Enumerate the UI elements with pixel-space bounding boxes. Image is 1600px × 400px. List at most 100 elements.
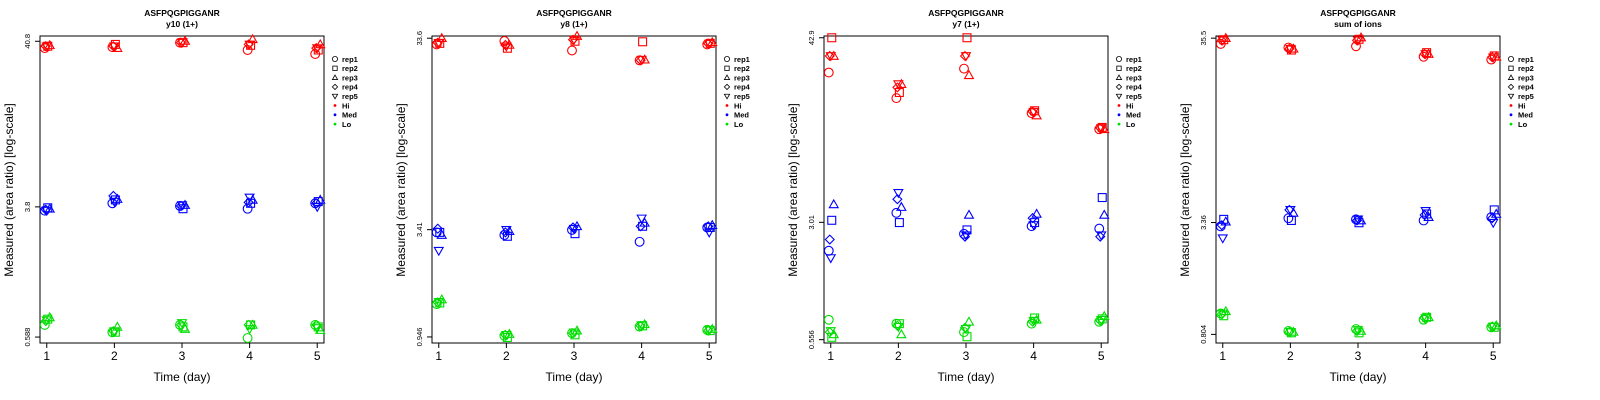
legend-dot-lo — [1509, 122, 1513, 126]
legend-label: rep4 — [734, 83, 751, 92]
data-point-lo-rep2 — [962, 332, 972, 342]
x-tick-label: 2 — [111, 349, 118, 363]
data-point-lo-rep3 — [1490, 320, 1502, 330]
legend-dot-med — [725, 113, 729, 117]
legend-symbol-rep2 — [724, 65, 730, 71]
plot-frame — [823, 35, 1109, 344]
legend-symbol-rep1 — [723, 56, 730, 63]
data-point-hi-rep4 — [635, 55, 646, 66]
legend-label: Lo — [1518, 120, 1528, 129]
data-point-hi-rep5 — [1028, 107, 1039, 118]
data-point-med-rep4 — [1487, 213, 1498, 224]
chart-subtitle: y10 (1+) — [166, 19, 198, 29]
legend-symbol-rep2 — [332, 65, 338, 71]
data-point-med-rep4 — [703, 221, 714, 232]
legend-symbol-rep5 — [1115, 93, 1123, 100]
legend-label: Med — [734, 111, 749, 120]
legend-symbol-rep5 — [331, 93, 339, 100]
data-point-hi-rep5 — [1420, 50, 1431, 60]
legend-symbol-rep1 — [331, 56, 338, 63]
legend-dot-hi — [1117, 104, 1121, 107]
legend-dot-med — [1117, 113, 1121, 117]
legend-label: rep1 — [1518, 55, 1534, 64]
data-point-lo-rep5 — [825, 327, 837, 337]
data-point-med-rep1 — [1283, 213, 1294, 224]
data-point-med-rep4 — [175, 200, 187, 212]
legend-label: rep3 — [734, 73, 750, 82]
legend-symbol-rep3 — [331, 74, 339, 80]
data-point-lo-rep3 — [504, 328, 515, 338]
data-point-lo-rep5 — [1095, 315, 1107, 326]
x-tick-label: 3 — [571, 349, 578, 363]
legend-label: rep5 — [1126, 92, 1142, 101]
y-tick-label: 0.588 — [23, 328, 32, 347]
data-points — [823, 33, 1110, 342]
data-point-lo-rep5 — [1352, 326, 1364, 336]
legend-label: rep2 — [1126, 64, 1142, 73]
data-point-med-rep2 — [894, 218, 904, 228]
y-tick-label: 3.41 — [415, 222, 424, 237]
data-point-med-rep4 — [1216, 219, 1227, 231]
x-tick-label: 5 — [1490, 349, 1497, 363]
data-point-lo-rep5 — [1028, 316, 1039, 327]
x-tick-label: 4 — [246, 349, 253, 363]
data-point-hi-rep3 — [1098, 123, 1110, 134]
data-point-med-rep4 — [108, 190, 119, 202]
legend-label: Med — [342, 111, 357, 120]
x-tick-label: 1 — [1219, 349, 1226, 363]
data-point-lo-rep4 — [567, 327, 579, 339]
data-point-lo-rep5 — [1420, 314, 1431, 324]
data-point-lo-rep5 — [176, 319, 188, 329]
y-axis-label: Measured (area ratio) [log-scale] — [2, 103, 16, 276]
legend-label: Med — [1126, 111, 1141, 120]
data-point-med-rep4 — [635, 221, 646, 232]
data-point-med-rep2 — [1097, 193, 1107, 203]
data-point-hi-rep5 — [41, 42, 53, 52]
data-point-lo-rep3 — [896, 328, 907, 339]
legend-label: rep4 — [1126, 83, 1143, 92]
legend-label: rep4 — [342, 83, 359, 92]
data-points — [1215, 32, 1502, 338]
x-tick-label: 1 — [435, 349, 442, 363]
data-point-lo-rep4 — [1216, 309, 1227, 320]
data-point-lo-rep4 — [40, 315, 51, 327]
legend-symbol-rep2 — [1508, 65, 1514, 71]
data-point-med-rep3 — [896, 201, 907, 211]
data-point-med-rep4 — [892, 194, 903, 205]
data-point-med-rep2 — [435, 227, 445, 237]
legend-label: Hi — [734, 101, 742, 110]
data-point-lo-rep5 — [109, 327, 120, 337]
data-point-hi-rep3 — [828, 50, 840, 60]
data-point-med-rep3 — [1355, 214, 1367, 225]
data-point-hi-rep5 — [1352, 36, 1364, 46]
data-point-hi-rep2 — [638, 37, 648, 47]
y-axis-label: Measured (area ratio) [log-scale] — [394, 103, 408, 276]
x-tick-label: 2 — [895, 349, 902, 363]
data-point-hi-rep3 — [1490, 51, 1502, 61]
y-tick-label: 40.8 — [23, 34, 32, 49]
legend-label: Hi — [342, 101, 350, 110]
x-tick-label: 4 — [1030, 349, 1037, 363]
data-point-hi-rep5 — [244, 40, 255, 50]
legend-symbol-rep3 — [1507, 74, 1515, 80]
data-point-med-rep4 — [1027, 212, 1038, 224]
legend-label: Hi — [1518, 101, 1526, 110]
data-point-hi-rep3 — [504, 39, 515, 49]
chart-title: ASFPQGPIGGANR — [1320, 8, 1396, 18]
data-point-hi-rep3 — [44, 39, 56, 50]
data-point-hi-rep3 — [1288, 43, 1299, 53]
data-point-lo-rep1 — [1026, 318, 1037, 329]
data-point-hi-rep2 — [827, 33, 837, 43]
data-point-lo-rep5 — [1217, 309, 1229, 320]
legend-label: Med — [1518, 111, 1533, 120]
legend-label: rep2 — [1518, 64, 1534, 73]
data-point-lo-rep3 — [1423, 311, 1434, 322]
x-tick-label: 1 — [827, 349, 834, 363]
x-tick-label: 5 — [706, 349, 713, 363]
y-tick-label: 3.01 — [807, 215, 816, 230]
data-point-med-rep5 — [1285, 206, 1296, 216]
data-point-lo-rep1 — [242, 333, 253, 343]
